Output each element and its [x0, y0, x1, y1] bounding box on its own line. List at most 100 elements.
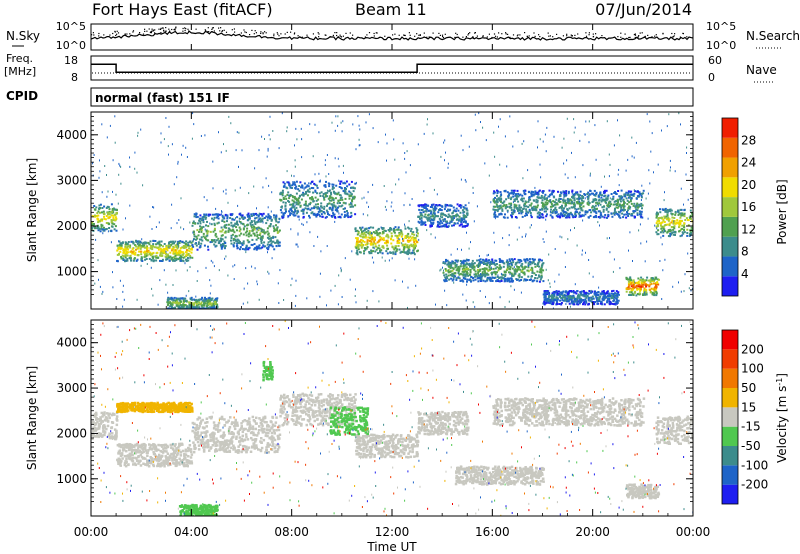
power-cell: [462, 269, 465, 271]
nsearch-dot: [566, 35, 568, 37]
power-cell: [231, 233, 234, 236]
power-cell: [374, 242, 377, 245]
power-cell: [238, 217, 241, 220]
power-cell: [464, 259, 467, 262]
power-cell: [483, 269, 486, 272]
power-cell: [318, 207, 321, 210]
power-cell: [413, 253, 416, 256]
power-cell: [612, 294, 615, 297]
power-cell: [372, 243, 374, 246]
power-cell: [284, 208, 287, 211]
power-cell: [683, 222, 686, 225]
power-cell: [239, 246, 242, 249]
power-cell: [452, 215, 455, 217]
power-cell: [691, 212, 693, 215]
power-cell: [218, 213, 221, 216]
power-cell: [275, 220, 278, 223]
power-cell: [598, 199, 600, 202]
power-cell: [498, 267, 500, 270]
power-cell: [291, 187, 293, 189]
nsearch-dot: [150, 32, 152, 34]
power-cell: [654, 288, 657, 291]
power-cell: [536, 196, 539, 199]
power-cell: [556, 300, 559, 303]
power-cell: [691, 230, 693, 233]
power-cell: [465, 207, 468, 210]
power-cell: [501, 276, 504, 279]
power-cell: [266, 243, 269, 246]
power-cell: [199, 227, 202, 230]
power-cell: [469, 279, 472, 282]
power-cell: [288, 195, 291, 198]
power-cell: [541, 207, 544, 210]
power-cell: [572, 195, 575, 197]
power-noise-cell: [239, 186, 241, 189]
power-cell: [479, 268, 482, 271]
power-cell: [207, 213, 210, 216]
power-cell: [220, 237, 222, 240]
power-cell: [587, 200, 590, 203]
power-cell: [151, 248, 154, 251]
power-cell: [476, 268, 479, 271]
nsearch-dot: [673, 35, 675, 37]
power-cell: [554, 207, 557, 210]
power-cell: [677, 211, 680, 214]
power-cell: [293, 195, 296, 198]
nsearch-dot: [533, 32, 535, 34]
power-cell: [680, 212, 683, 215]
power-cell: [238, 213, 241, 216]
power-cell: [348, 195, 351, 198]
power-cell: [457, 268, 460, 271]
power-cell: [136, 258, 139, 261]
power-cell: [191, 304, 194, 307]
power-cell: [567, 296, 570, 299]
power-noise-cell: [95, 238, 97, 241]
power-cell: [442, 212, 444, 215]
power-cell: [339, 182, 342, 185]
power-cell: [613, 213, 616, 216]
power-cell: [174, 240, 177, 243]
power-cell: [500, 266, 503, 269]
power-cell: [508, 192, 511, 195]
power-cell: [248, 230, 251, 232]
power-cell: [558, 197, 561, 200]
power-cell: [486, 273, 489, 276]
power-cell: [145, 252, 148, 255]
power-cell: [525, 208, 528, 211]
power-cell: [642, 189, 645, 192]
power-cell: [344, 190, 347, 193]
power-cell: [167, 246, 169, 249]
power-cell: [182, 245, 185, 247]
power-cell: [512, 189, 515, 192]
power-cell: [541, 201, 544, 204]
power-cell: [205, 238, 207, 241]
power-cell: [281, 189, 284, 192]
power-cell: [379, 235, 381, 238]
power-cell: [175, 257, 178, 260]
power-cell: [418, 205, 421, 208]
power-cell: [666, 230, 669, 233]
power-noise-cell: [521, 235, 523, 238]
power-cell: [309, 182, 312, 185]
power-cell: [550, 211, 553, 214]
power-cell: [662, 231, 665, 234]
power-cell: [450, 266, 453, 269]
power-cell: [113, 228, 116, 231]
power-cell: [493, 190, 496, 193]
power-cell: [263, 241, 266, 244]
power-cell: [207, 300, 209, 303]
power-cell: [449, 220, 452, 223]
power-cell: [679, 208, 682, 211]
power-cell: [636, 287, 639, 290]
power-cell: [552, 200, 555, 203]
power-cell: [270, 242, 273, 245]
power-cell: [670, 221, 673, 224]
power-cell: [328, 202, 331, 205]
nsearch-dot: [174, 29, 176, 31]
power-cell: [577, 193, 580, 196]
power-cell: [110, 219, 113, 221]
power-cell: [496, 192, 499, 194]
power-cell: [420, 204, 423, 207]
power-cell: [443, 218, 446, 221]
power-noise-cell: [331, 121, 333, 124]
